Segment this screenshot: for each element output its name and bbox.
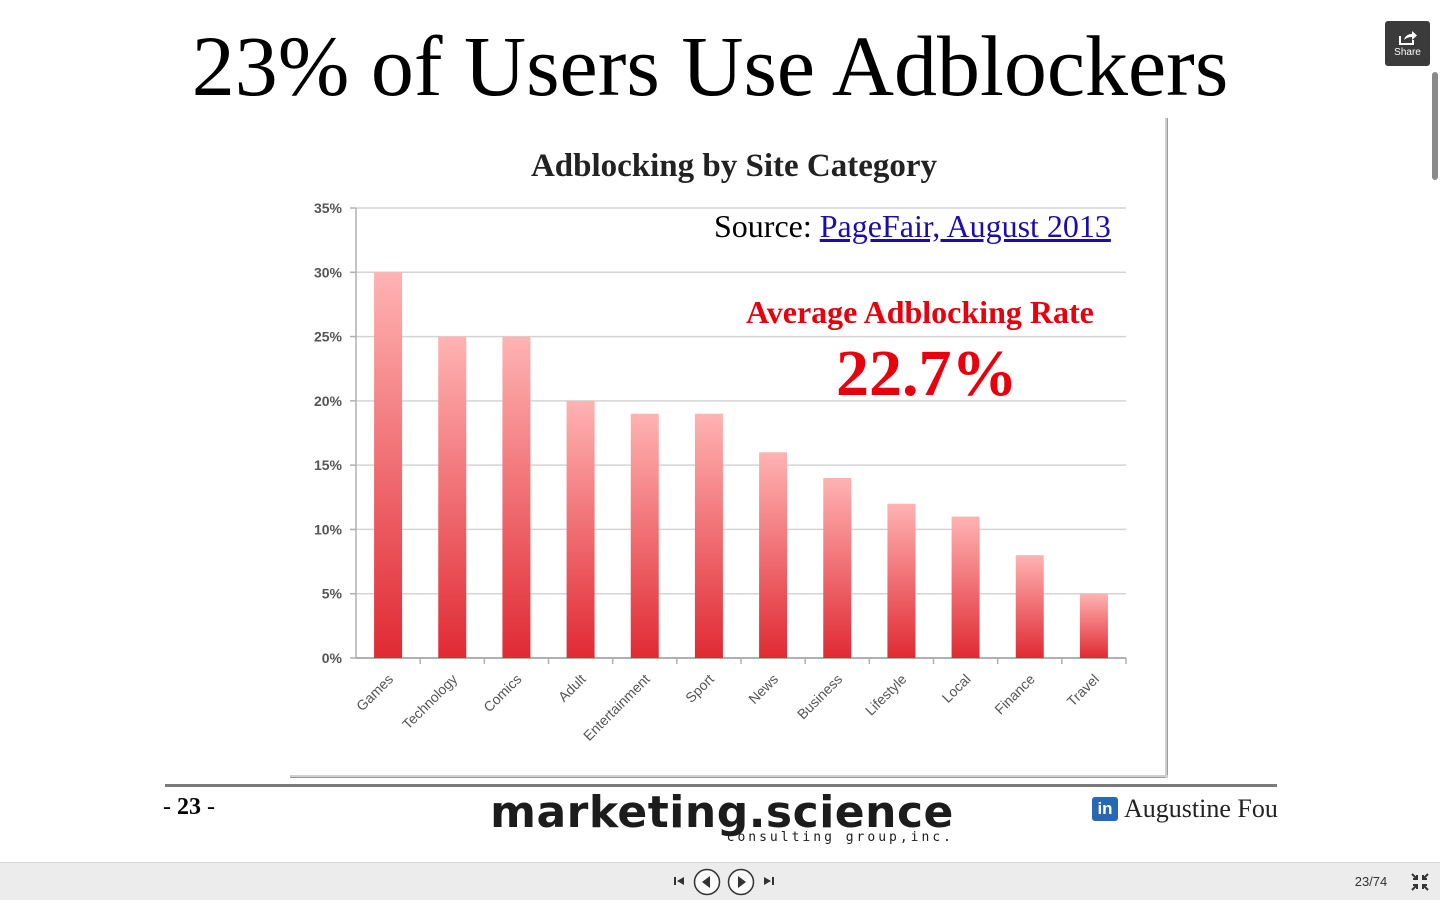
bar-games [374, 272, 403, 658]
slide-number-value: 23 [177, 794, 201, 820]
share-label: Share [1394, 46, 1421, 58]
average-rate-value: 22.7% [836, 337, 1018, 410]
x-tick-label: Local [939, 671, 974, 706]
x-tick-label: Games [353, 671, 396, 714]
slide-number: - 23 - [163, 794, 215, 821]
brand-logo: marketing.science consulting group,inc. [486, 787, 958, 846]
slide-title: 23% of Users Use Adblockers [191, 18, 1229, 114]
author-credit: in Augustine Fou [1092, 794, 1278, 824]
brand-tagline: consulting group,inc. [726, 830, 954, 845]
y-tick-label: 35% [314, 200, 343, 216]
source-link[interactable]: PageFair, August 2013 [819, 208, 1111, 244]
bar-adult [566, 400, 595, 658]
page-counter: 23/74 [1354, 874, 1388, 889]
last-slide-button[interactable] [760, 872, 778, 890]
skip-to-end-icon [764, 877, 774, 885]
x-tick-label: Finance [991, 671, 1038, 718]
scrollbar[interactable] [1430, 68, 1440, 848]
source-citation: Source: PageFair, August 2013 [714, 208, 1111, 245]
play-next-icon [727, 868, 755, 896]
x-tick-label: Technology [399, 671, 460, 732]
source-prefix: Source: [714, 208, 820, 244]
bar-lifestyle [887, 503, 916, 658]
y-tick-label: 15% [314, 457, 343, 473]
y-tick-label: 10% [314, 521, 343, 537]
bar-sport [694, 413, 723, 658]
x-tick-label: Sport [682, 671, 717, 706]
x-tick-label: Business [794, 671, 845, 722]
linkedin-icon[interactable]: in [1092, 797, 1118, 821]
slide-number-left: - [163, 794, 177, 820]
y-tick-label: 30% [314, 264, 343, 280]
x-tick-label: Comics [480, 671, 524, 715]
x-tick-label: Adult [555, 671, 589, 705]
y-tick-label: 5% [322, 586, 343, 602]
previous-icon [693, 868, 721, 896]
x-tick-label: Lifestyle [862, 671, 910, 719]
bar-news [759, 452, 788, 658]
y-tick-label: 0% [322, 650, 343, 666]
chart-frame: Adblocking by Site Category 0% 5% 10% 15% 20… [290, 118, 1168, 778]
brand-name: marketing.science [490, 787, 954, 838]
bar-chart: Adblocking by Site Category 0% 5% 10% 15% 20… [314, 148, 1127, 744]
x-tick-label: News [745, 671, 781, 707]
skip-to-start-icon [674, 877, 684, 885]
x-tick-label: Entertainment [580, 671, 653, 744]
share-icon [1398, 30, 1417, 45]
y-tick-label: 25% [314, 329, 343, 345]
x-tick-label: Travel [1064, 671, 1102, 709]
exit-fullscreen-button[interactable] [1410, 872, 1430, 892]
bar-technology [438, 336, 467, 658]
author-name: Augustine Fou [1124, 794, 1278, 823]
bar-travel [1079, 593, 1108, 658]
slide-number-right: - [201, 794, 215, 820]
footer-divider [165, 784, 1277, 787]
bar-comics [502, 336, 531, 658]
average-rate-label: Average Adblocking Rate [746, 294, 1094, 330]
exit-fullscreen-icon [1411, 873, 1429, 891]
y-tick-label: 20% [314, 393, 343, 409]
bar-finance [1015, 555, 1044, 658]
bar-entertainment [630, 413, 659, 658]
previous-slide-button[interactable] [693, 868, 721, 896]
share-button[interactable]: Share [1385, 21, 1430, 66]
presentation-controls: 23/74 [0, 862, 1440, 900]
bar-business [823, 478, 852, 658]
next-slide-button[interactable] [727, 868, 755, 896]
first-slide-button[interactable] [670, 872, 688, 890]
chart-title: Adblocking by Site Category [531, 148, 938, 184]
bar-local [951, 516, 980, 658]
scrollbar-thumb[interactable] [1432, 72, 1438, 180]
